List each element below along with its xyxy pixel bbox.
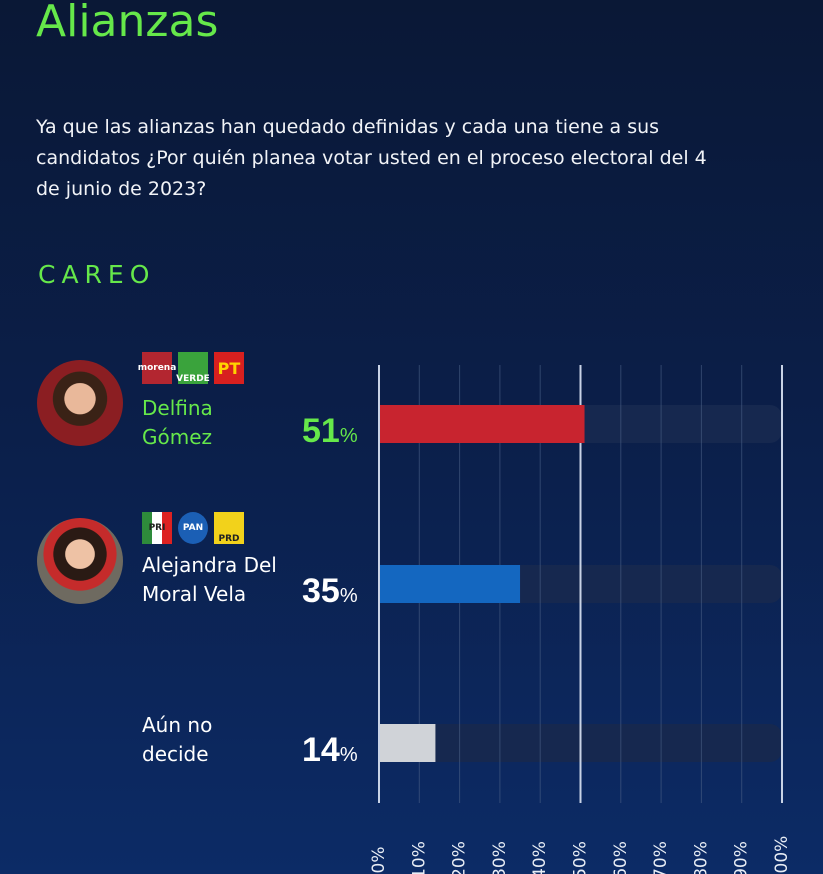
bar — [380, 405, 585, 443]
x-tick-label: 10% — [409, 841, 429, 874]
x-tick-label: 40% — [530, 841, 550, 874]
x-tick-label: 30% — [490, 841, 510, 874]
x-tick-label: 80% — [691, 841, 711, 874]
x-tick-label: 60% — [611, 841, 631, 874]
prd-logo: PRD — [214, 512, 244, 544]
pct-symbol: % — [339, 425, 358, 447]
pct-value: 35 — [302, 572, 340, 610]
survey-question: Ya que las alianzas han quedado definida… — [36, 116, 707, 200]
pan-logo: PAN — [178, 512, 208, 544]
bar — [380, 565, 521, 603]
name-line: Gómez — [142, 425, 213, 449]
pct-symbol: % — [339, 585, 358, 607]
avatar-delfina-gomez — [37, 360, 123, 446]
name-line: Moral Vela — [142, 582, 247, 606]
pt-logo: PT — [214, 352, 244, 384]
x-tick-label: 0% — [369, 847, 389, 874]
page-title: Alianzas — [36, 0, 219, 47]
x-tick-label: 50% — [571, 841, 591, 874]
name-line: Alejandra Del — [142, 553, 277, 577]
x-tick-label: 20% — [450, 841, 470, 874]
percentage-label: 35% — [302, 572, 358, 611]
name-line: Delfina — [142, 396, 213, 420]
undecided-label: Aún no decide — [142, 711, 212, 769]
avatar-alejandra-del-moral — [37, 518, 123, 604]
pct-value: 51 — [302, 412, 340, 450]
pct-symbol: % — [339, 744, 358, 766]
x-tick-label: 70% — [651, 841, 671, 874]
candidate-name: Alejandra Del Moral Vela — [142, 551, 277, 609]
x-tick-label: 100% — [772, 836, 792, 874]
x-tick-label: 90% — [732, 841, 752, 874]
section-label: CAREO — [38, 260, 156, 289]
percentage-label: 51% — [302, 412, 358, 451]
percentage-label: 14% — [302, 731, 358, 770]
pct-value: 14 — [302, 731, 340, 769]
candidate-name: Delfina Gómez — [142, 394, 213, 452]
morena-logo: morena — [138, 352, 176, 384]
bar — [380, 724, 436, 762]
party-logos-2: PRI PAN PRD — [142, 512, 244, 544]
name-line: Aún no — [142, 713, 213, 737]
verde-logo: VERDE — [176, 352, 210, 384]
name-line: decide — [142, 742, 209, 766]
pri-logo: PRI — [142, 512, 172, 544]
party-logos-1: morena VERDE PT — [138, 352, 244, 384]
